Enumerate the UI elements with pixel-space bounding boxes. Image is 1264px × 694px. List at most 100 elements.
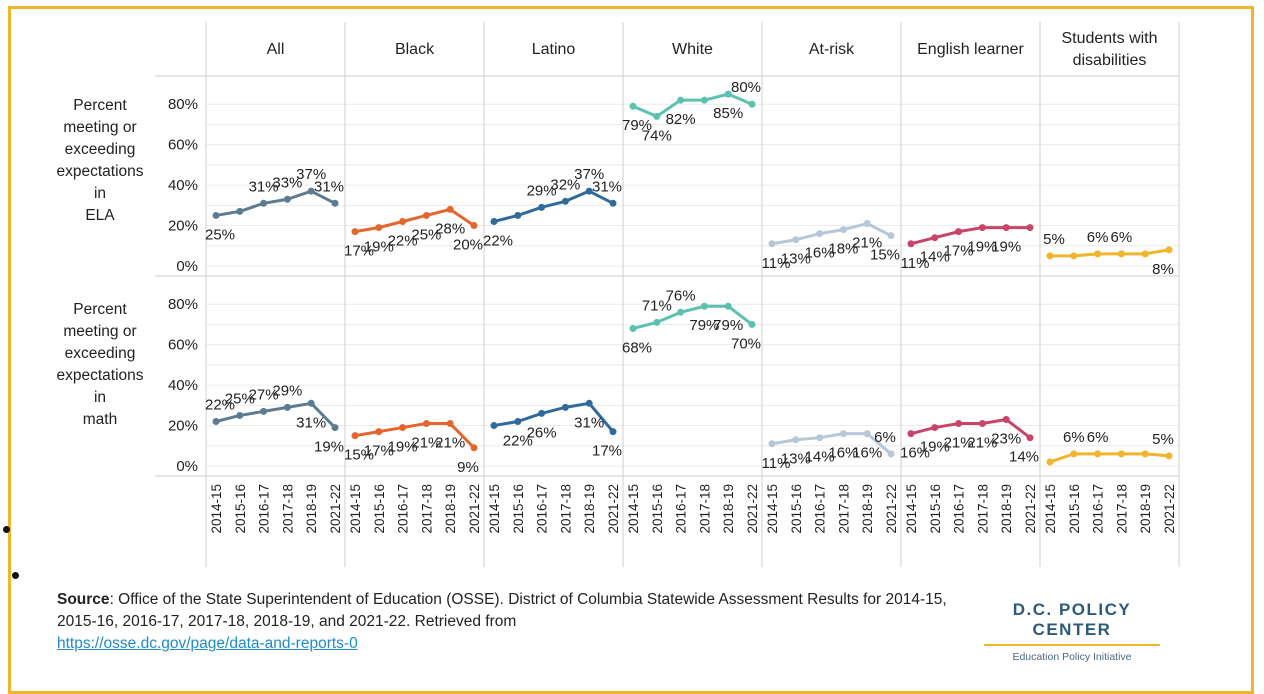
data-point [1094,250,1102,258]
data-point [653,318,661,326]
data-point [768,440,776,448]
data-point [351,228,359,236]
data-label: 13% [781,451,811,468]
data-label: 22% [205,397,235,414]
source-link[interactable]: https://osse.dc.gov/page/data-and-report… [57,635,358,652]
data-point [1002,224,1010,232]
data-label: 29% [272,382,302,399]
data-point [609,428,617,436]
panel-header: Black [395,41,435,58]
data-point [1026,224,1034,232]
data-point [351,432,359,440]
data-label: 6% [1087,429,1109,446]
data-point [1046,252,1054,260]
series-line [354,422,476,449]
x-tick-label: 2015-16 [511,484,526,534]
data-point [514,211,522,219]
row-axis-label: ELA [85,207,115,224]
data-point [1070,450,1078,458]
data-label: 17% [344,243,374,260]
data-point [585,187,593,195]
x-tick-label: 2021-22 [1162,484,1177,534]
data-label: 25% [205,226,235,243]
x-tick-label: 2016-17 [674,484,689,534]
x-tick-label: 2021-22 [884,484,899,534]
data-label: 16% [805,245,835,262]
x-tick-label: 2018-19 [1138,484,1153,534]
y-tick-label: 60% [168,137,198,154]
data-point [236,411,244,419]
series-line [215,189,336,217]
row-axis-label: exceeding [65,345,136,362]
data-point [399,218,407,226]
data-point [422,211,430,219]
series-line [910,417,1031,439]
data-label: 27% [249,386,279,403]
y-tick-label: 20% [168,218,198,235]
data-label: 37% [296,166,326,183]
data-label: 33% [272,174,302,191]
series-line [1049,452,1170,464]
series-line [1050,248,1170,258]
data-point [1117,250,1125,258]
x-tick-label: 2017-18 [1114,484,1129,534]
data-label: 17% [592,443,622,460]
panel-header: disabilities [1073,52,1147,69]
data-point [1046,458,1054,466]
data-point [470,222,478,230]
y-tick-label: 80% [168,96,198,113]
y-tick-label: 0% [176,258,198,275]
y-tick-label: 20% [168,418,198,435]
source-label: Source [57,591,110,608]
row-axis-label: expectations [56,367,143,384]
data-label: 25% [225,390,255,407]
data-label: 70% [731,335,761,352]
x-tick-label: 2021-22 [745,484,760,534]
y-tick-label: 60% [168,337,198,354]
data-point [816,434,824,442]
x-tick-label: 2021-22 [328,484,343,534]
data-label: 19% [920,439,950,456]
small-multiples-line-chart: All Black Latino White At-risk English learne… [56,22,1180,567]
data-point [236,207,244,215]
data-point [331,424,339,432]
data-point [446,205,454,213]
x-tick-label: 2015-16 [650,484,665,534]
data-label: 19% [364,239,394,256]
x-tick-label: 2021-22 [467,484,482,534]
panel-header: Latino [532,41,576,58]
data-label: 15% [870,247,900,264]
data-point [538,409,546,417]
data-point [629,102,637,110]
data-label: 21% [435,435,465,452]
data-point [677,96,685,104]
data-point [724,302,732,310]
data-label: 11% [901,255,930,272]
data-point [1117,450,1125,458]
data-point [839,226,847,234]
data-label: 17% [944,243,974,260]
bullet-marker-2 [12,572,19,579]
y-tick-label: 40% [168,177,198,194]
data-label: 22% [483,233,513,250]
data-label: 16% [852,445,882,462]
row-axis-label: meeting or [63,323,136,340]
data-point [677,308,685,316]
data-label: 29% [527,182,557,199]
data-label: 79% [689,317,719,334]
source-text: : Office of the State Superintendent of … [57,591,947,630]
data-label: 5% [1152,431,1174,448]
data-point [490,422,498,430]
data-label: 79% [713,317,743,334]
data-label: 31% [296,414,326,431]
data-label: 14% [920,249,950,266]
source-note: Source: Office of the State Superintende… [57,589,957,655]
data-label: 26% [527,424,557,441]
data-point [1165,452,1173,460]
row-axis-label: expectations [56,163,143,180]
data-point [609,199,617,207]
data-label: 18% [828,241,858,258]
data-point [839,430,847,438]
x-tick-label: 2018-19 [443,484,458,534]
data-point [931,234,939,242]
